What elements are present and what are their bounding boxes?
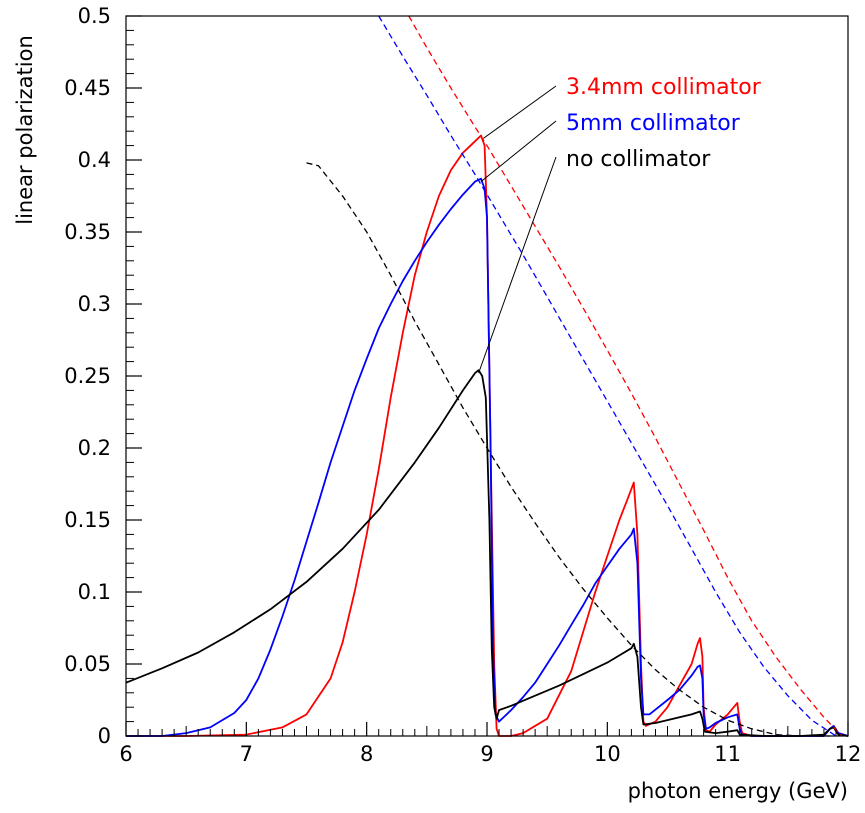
annotation-layer: 3.4mm collimator 5mm collimator no collima… — [478, 75, 762, 374]
y-tick-label: 0 — [98, 724, 111, 748]
tick-layer: 6 7 8 9 10 11 12 0 0.05 0.1 0.15 0.2 0.25 0.3 0.35 0.4 0… — [64, 4, 861, 766]
x-tick-label: 11 — [714, 742, 741, 766]
series-line-1 — [126, 177, 849, 737]
y-tick-label: 0.3 — [78, 292, 111, 316]
x-tick-label: 8 — [360, 742, 373, 766]
series-line-2 — [125, 369, 849, 737]
x-tick-label: 7 — [240, 742, 253, 766]
annotation-label: 3.4mm collimator — [566, 75, 762, 100]
y-tick-label: 0.05 — [64, 652, 111, 676]
y-tick-label: 0.4 — [78, 148, 111, 172]
y-axis-title: linear polarization — [13, 35, 37, 225]
y-tick-label: 0.25 — [64, 364, 111, 388]
dashed-curve-5 — [306, 162, 830, 737]
y-tick-label: 0.2 — [78, 436, 111, 460]
x-tick-label: 10 — [594, 742, 621, 766]
annotation-leader-line — [483, 85, 557, 139]
y-tick-label: 0.5 — [78, 4, 111, 28]
y-tick-label: 0.45 — [64, 76, 111, 100]
series-line-0 — [126, 134, 849, 737]
x-tick-label: 6 — [119, 742, 132, 766]
x-axis-title: photon energy (GeV) — [628, 779, 848, 803]
annotation-label: no collimator — [566, 147, 711, 172]
x-tick-label: 9 — [480, 742, 493, 766]
y-tick-label: 0.15 — [64, 508, 111, 532]
x-tick-label: 12 — [835, 742, 862, 766]
y-tick-label: 0.1 — [78, 580, 111, 604]
series-layer — [125, 15, 849, 737]
y-tick-label: 0.35 — [64, 220, 111, 244]
annotation-leader-line — [480, 120, 557, 182]
dashed-curve-3 — [408, 15, 843, 737]
annotation-leader-line — [478, 156, 557, 374]
annotation-label: 5mm collimator — [566, 111, 741, 136]
